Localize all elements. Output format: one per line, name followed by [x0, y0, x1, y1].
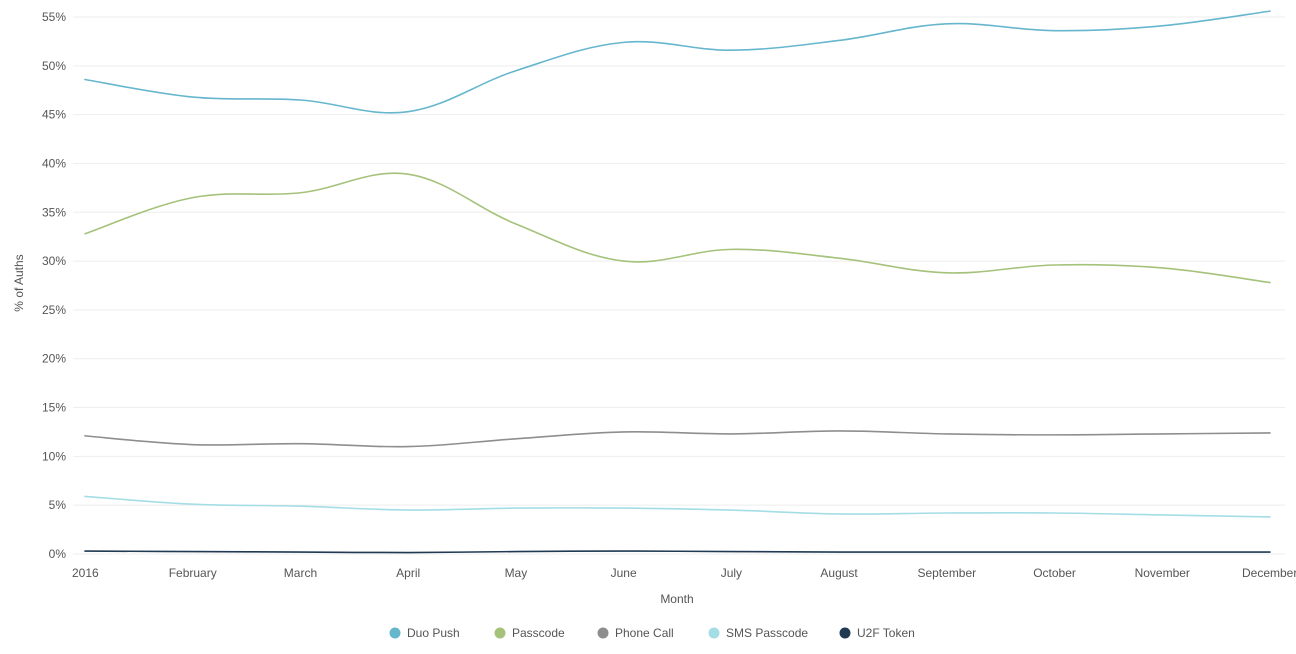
x-tick-label: November [1135, 566, 1190, 580]
legend-label: Phone Call [615, 626, 674, 640]
y-tick-label: 55% [42, 10, 66, 24]
legend-marker [708, 627, 720, 639]
y-axis-title: % of Auths [12, 254, 26, 311]
x-tick-label: April [396, 566, 420, 580]
y-tick-label: 45% [42, 108, 66, 122]
legend-marker [494, 627, 506, 639]
y-tick-label: 50% [42, 59, 66, 73]
x-tick-label: December [1242, 566, 1296, 580]
legend-item-passcode[interactable]: Passcode [494, 626, 566, 640]
series-line-passcode [84, 172, 1271, 284]
x-axis-tick-labels: 2016 February March April May June July August S… [72, 566, 1296, 580]
legend-item-sms-passcode[interactable]: SMS Passcode [708, 626, 809, 640]
x-axis-title: Month [660, 592, 693, 606]
legend-marker [597, 627, 609, 639]
x-tick-label: August [820, 566, 858, 580]
legend: Duo Push Passcode Phone Call SMS Passcode U2… [389, 626, 915, 640]
y-tick-label: 10% [42, 449, 66, 463]
legend-item-duo-push[interactable]: Duo Push [389, 626, 460, 640]
y-tick-label: 25% [42, 303, 66, 317]
x-tick-label: June [611, 566, 637, 580]
legend-label: SMS Passcode [726, 626, 808, 640]
x-tick-label: May [505, 566, 528, 580]
y-tick-label: 20% [42, 352, 66, 366]
y-tick-label: 15% [42, 401, 66, 415]
series-line-duo-push [84, 10, 1271, 114]
series-line-u2f-token [84, 550, 1271, 554]
legend-marker [389, 627, 401, 639]
legend-item-u2f-token[interactable]: U2F Token [839, 626, 915, 640]
x-tick-label: July [721, 566, 742, 580]
x-tick-label: March [284, 566, 317, 580]
legend-label: Duo Push [407, 626, 460, 640]
series-lines [84, 10, 1271, 554]
legend-item-phone-call[interactable]: Phone Call [597, 626, 674, 640]
y-tick-label: 0% [49, 547, 67, 561]
y-tick-label: 35% [42, 205, 66, 219]
legend-label: U2F Token [857, 626, 915, 640]
grid-layer [73, 16, 1285, 555]
y-axis-tick-labels: 0% 5% 10% 15% 20% 25% 30% 35% 40% 45% 50% 55% [42, 10, 66, 561]
series-line-phone-call [84, 430, 1271, 448]
legend-marker [839, 627, 851, 639]
x-tick-label: October [1033, 566, 1076, 580]
legend-label: Passcode [512, 626, 565, 640]
x-tick-label: September [917, 566, 976, 580]
series-line-sms-passcode [84, 495, 1271, 518]
y-tick-label: 40% [42, 156, 66, 170]
x-tick-label: February [169, 566, 217, 580]
x-tick-label: 2016 [72, 566, 99, 580]
y-tick-label: 30% [42, 254, 66, 268]
y-tick-label: 5% [49, 498, 67, 512]
